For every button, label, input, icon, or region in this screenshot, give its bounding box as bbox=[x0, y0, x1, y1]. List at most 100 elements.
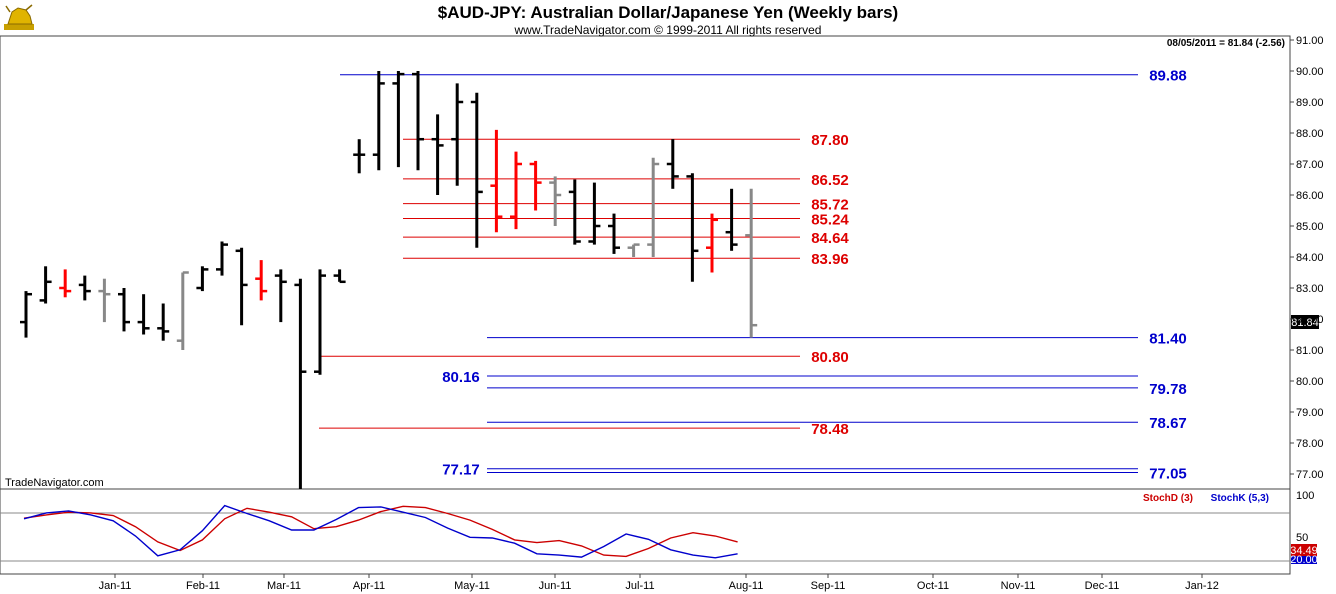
x-tick-label: Mar-11 bbox=[267, 580, 301, 592]
x-tick-label: Feb-11 bbox=[186, 580, 220, 592]
indicator-panel bbox=[0, 488, 1291, 575]
main-panel bbox=[0, 35, 1291, 490]
x-tick-label: Sep-11 bbox=[811, 580, 846, 592]
stochd-line bbox=[23, 505, 738, 558]
stochk-tag-bg bbox=[1291, 556, 1317, 564]
y-tick-label: 81.00 bbox=[1296, 345, 1324, 357]
blue-level-label: 79.78 bbox=[1149, 381, 1187, 398]
watermark: TradeNavigator.com bbox=[5, 477, 104, 489]
stochd-tag-bg bbox=[1291, 544, 1317, 556]
ohlc-bar bbox=[196, 266, 209, 292]
ohlc-bar bbox=[274, 269, 287, 323]
stochk-line bbox=[23, 504, 738, 559]
ohlc-bar bbox=[333, 269, 346, 284]
y-tick-label: 90.00 bbox=[1296, 66, 1324, 78]
ohlc-bar bbox=[235, 247, 248, 326]
y-tick-label: 85.00 bbox=[1296, 221, 1324, 233]
ohlc-bar bbox=[372, 71, 385, 171]
ohlc-bar bbox=[686, 173, 699, 282]
stochd-legend: StochD (3) bbox=[1143, 493, 1193, 504]
y-tick-label: 80.00 bbox=[1296, 376, 1324, 388]
ohlc-bar bbox=[588, 182, 601, 245]
red-level-label: 86.52 bbox=[811, 172, 849, 189]
bull-logo-icon bbox=[4, 4, 34, 30]
ohlc-bar bbox=[118, 288, 130, 332]
y-tick-label: 82.00 bbox=[1296, 314, 1324, 326]
ohlc-bar bbox=[137, 294, 150, 335]
y-tick-label: 78.00 bbox=[1296, 438, 1324, 450]
ohlc-bar bbox=[39, 266, 52, 304]
ohlc-bar bbox=[59, 269, 72, 298]
last-price-tag: 81.84 bbox=[1291, 317, 1319, 329]
red-level-label: 80.80 bbox=[811, 349, 849, 366]
y-tick-label: 77.00 bbox=[1296, 469, 1324, 481]
x-tick-label: May-11 bbox=[454, 580, 490, 592]
ohlc-bar bbox=[490, 129, 503, 233]
stoch-tick-50: 50 bbox=[1296, 532, 1308, 544]
blue-level-label: 81.40 bbox=[1149, 331, 1187, 348]
red-level-label: 83.96 bbox=[811, 251, 849, 268]
ohlc-bar bbox=[98, 278, 111, 323]
x-tick-label: Oct-11 bbox=[917, 580, 949, 592]
ohlc-bar bbox=[392, 71, 405, 168]
ohlc-bar bbox=[294, 278, 307, 489]
x-tick-label: Dec-11 bbox=[1085, 580, 1120, 592]
y-tick-label: 87.00 bbox=[1296, 159, 1324, 171]
last-price-tag-bg bbox=[1291, 315, 1319, 329]
stochk-tag: 20.00 bbox=[1290, 554, 1318, 566]
ohlc-bar bbox=[549, 176, 562, 226]
ohlc-bar bbox=[255, 260, 268, 301]
ohlc-bar bbox=[412, 71, 424, 171]
x-tick-label: Apr-11 bbox=[353, 580, 385, 592]
ohlc-bar bbox=[78, 275, 91, 301]
stochk-legend: StochK (5,3) bbox=[1211, 493, 1269, 504]
blue-level-label: 78.67 bbox=[1149, 415, 1187, 432]
stoch-tick-100: 100 bbox=[1296, 490, 1314, 502]
ohlc-bar bbox=[706, 213, 718, 273]
y-tick-label: 79.00 bbox=[1296, 407, 1324, 419]
ohlc-bar bbox=[627, 243, 640, 257]
price-info: 08/05/2011 = 81.84 (-2.56) bbox=[1167, 38, 1285, 49]
x-tick-label: Nov-11 bbox=[1001, 580, 1036, 592]
ohlc-bar bbox=[176, 271, 189, 350]
ohlc-bar bbox=[431, 114, 444, 195]
stochd-tag: 34.49 bbox=[1290, 545, 1318, 557]
ohlc-bar bbox=[608, 213, 620, 254]
ohlc-bar bbox=[470, 92, 483, 248]
y-tick-label: 88.00 bbox=[1296, 128, 1324, 140]
ohlc-bar bbox=[568, 179, 581, 245]
y-tick-label: 84.00 bbox=[1296, 252, 1324, 264]
blue-level-label: 77.05 bbox=[1149, 465, 1187, 482]
blue-level-label: 80.16 bbox=[442, 369, 480, 386]
ohlc-bar bbox=[451, 83, 464, 186]
x-tick-label: Jan-12 bbox=[1185, 580, 1219, 592]
y-tick-label: 89.00 bbox=[1296, 97, 1324, 109]
ohlc-bar bbox=[725, 188, 738, 251]
red-level-label: 78.48 bbox=[811, 421, 849, 438]
x-tick-label: Jan-11 bbox=[99, 580, 132, 592]
red-level-label: 85.24 bbox=[811, 212, 849, 229]
copyright-text: www.TradeNavigator.com © 1999-2011 All r… bbox=[514, 23, 822, 37]
red-level-label: 84.64 bbox=[811, 230, 849, 247]
ohlc-bar bbox=[20, 291, 32, 338]
y-tick-label: 91.00 bbox=[1296, 35, 1324, 47]
y-tick-label: 83.00 bbox=[1296, 283, 1324, 295]
chart-title: $AUD-JPY: Australian Dollar/Japanese Yen… bbox=[438, 3, 898, 22]
ohlc-bar bbox=[157, 303, 170, 341]
ohlc-bar bbox=[647, 157, 660, 257]
ohlc-bar bbox=[666, 139, 679, 189]
ohlc-bar bbox=[216, 241, 228, 276]
ohlc-bar bbox=[745, 188, 758, 338]
blue-level-label: 89.88 bbox=[1149, 68, 1187, 85]
ohlc-bar bbox=[529, 160, 542, 211]
y-tick-label: 86.00 bbox=[1296, 190, 1324, 202]
x-tick-label: Aug-11 bbox=[729, 580, 764, 592]
blue-level-label: 77.17 bbox=[442, 462, 480, 479]
red-level-label: 87.80 bbox=[811, 132, 849, 149]
ohlc-bar bbox=[314, 269, 326, 375]
ohlc-bar bbox=[353, 139, 366, 174]
x-tick-label: Jul-11 bbox=[625, 580, 654, 592]
red-level-label: 85.72 bbox=[811, 197, 849, 214]
x-tick-label: Jun-11 bbox=[539, 580, 572, 592]
